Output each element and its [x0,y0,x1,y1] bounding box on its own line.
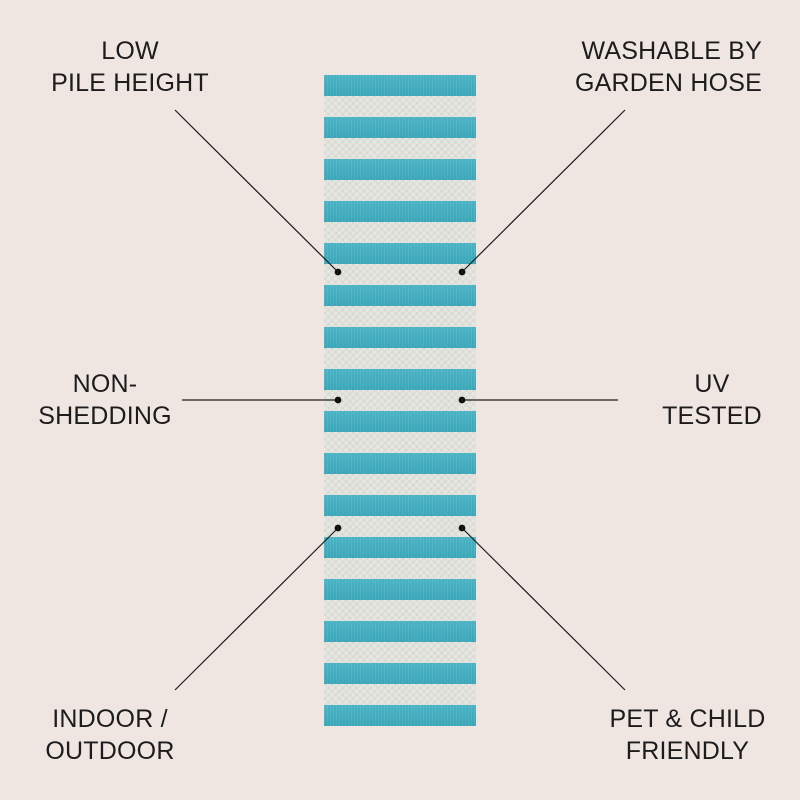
callout-dot-non-shedding [334,396,342,404]
callout-uv-tested: UV TESTED [650,368,774,432]
rug-stripe-cream [324,642,476,664]
striped-runner-rug-image [324,75,476,726]
leader-line-pet-child [461,527,626,691]
callout-line: WASHABLE BY [581,37,762,65]
callout-dot-washable [458,268,466,276]
callout-low-pile-height: LOW PILE HEIGHT [40,35,220,99]
leader-line-low-pile [174,109,339,273]
callout-non-shedding: NON- SHEDDING [30,368,180,432]
callout-dot-indoor-outdoor [334,524,342,532]
rug-stripe-teal [324,159,476,181]
rug-stripe-teal [324,243,476,265]
rug-stripe-teal [324,663,476,685]
callout-line: UV [694,370,730,398]
rug-stripe-teal [324,369,476,391]
callout-pet-child-friendly: PET & CHILD FRIENDLY [600,703,775,767]
callout-dot-pet-child [458,524,466,532]
rug-stripe-cream [324,600,476,622]
leader-line-indoor-outdoor [174,527,339,691]
callout-line: GARDEN HOSE [575,69,762,97]
rug-stripe-cream [324,264,476,286]
rug-stripe-cream [324,432,476,454]
rug-stripe-teal [324,285,476,307]
rug-stripe-teal [324,117,476,139]
rug-stripe-teal [324,621,476,643]
callout-line: LOW [101,37,159,65]
rug-stripe-teal [324,411,476,433]
rug-stripe-cream [324,180,476,202]
rug-stripe-cream [324,138,476,160]
callout-line: PET & CHILD [609,705,766,733]
callout-line: NON- [72,370,138,398]
rug-stripe-teal [324,579,476,601]
callout-washable-by-garden-hose: WASHABLE BY GARDEN HOSE [560,35,762,99]
rug-stripe-cream [324,348,476,370]
callout-line: INDOOR / [52,705,168,733]
rug-stripe-cream [324,306,476,328]
rug-stripe-teal [324,75,476,97]
rug-stripe-teal [324,453,476,475]
rug-stripe-cream [324,222,476,244]
callout-line: FRIENDLY [625,737,750,765]
rug-stripe-teal [324,705,476,726]
rug-stripe-teal [324,495,476,517]
callout-indoor-outdoor: INDOOR / OUTDOOR [30,703,190,767]
rug-stripe-cream [324,558,476,580]
rug-stripe-teal [324,327,476,349]
callout-line: TESTED [662,402,762,430]
rug-stripe-cream [324,684,476,706]
rug-stripe-cream [324,474,476,496]
callout-line: SHEDDING [38,402,172,430]
rug-stripe-teal [324,201,476,223]
leader-line-washable [461,109,626,273]
rug-stripe-cream [324,516,476,538]
callout-dot-uv-tested [458,396,466,404]
rug-stripe-cream [324,96,476,118]
rug-stripe-cream [324,390,476,412]
callout-line: PILE HEIGHT [51,69,209,97]
callout-dot-low-pile [334,268,342,276]
rug-stripe-teal [324,537,476,559]
callout-line: OUTDOOR [45,737,175,765]
